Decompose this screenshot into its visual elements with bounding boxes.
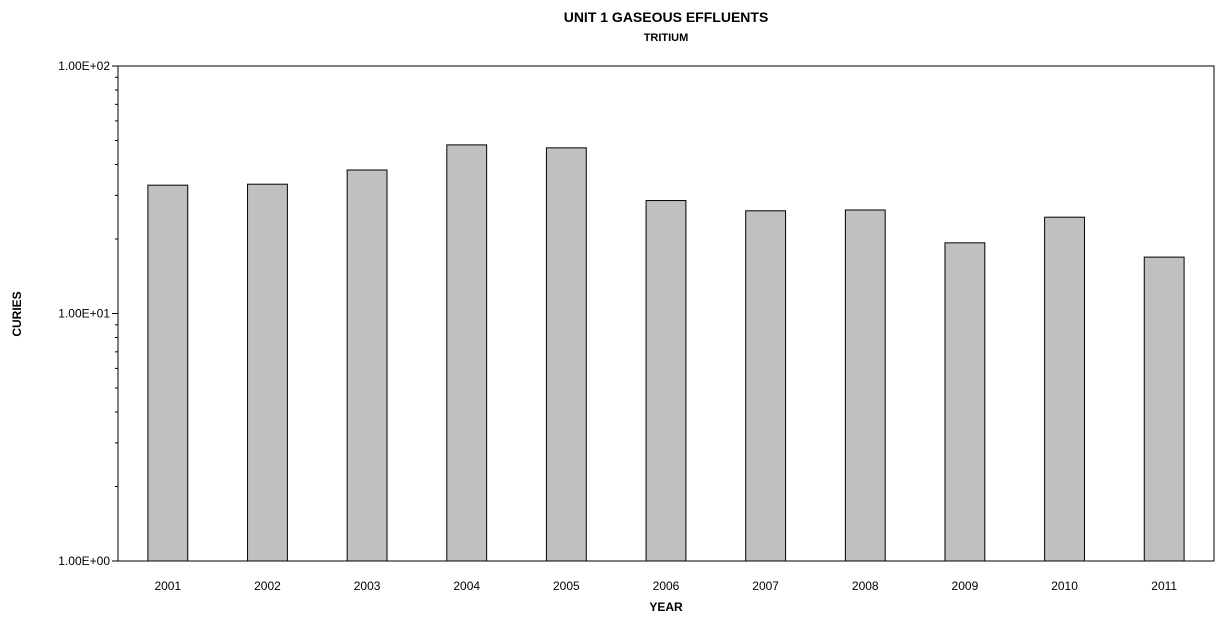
y-axis-label: CURIES: [10, 291, 24, 336]
bar-2005: [545, 147, 587, 562]
x-tick-label-2007: 2007: [752, 579, 779, 593]
x-axis-label: YEAR: [649, 600, 683, 614]
bar-2002: [247, 183, 288, 562]
bar-2007: [745, 210, 787, 562]
x-tick-label-2008: 2008: [852, 579, 879, 593]
chart-title: UNIT 1 GASEOUS EFFLUENTS: [564, 9, 769, 25]
y-tick-label: 1.00E+01: [58, 307, 110, 321]
bar-2003: [346, 169, 388, 562]
bar-2004: [446, 144, 488, 562]
bar-2001: [147, 184, 189, 562]
y-tick-label: 1.00E+02: [58, 59, 110, 73]
plot-area: 2001 2002 2003 2004 2005 2006 2007 2008 2009 2010…: [58, 59, 1215, 593]
bar-2008: [844, 209, 886, 562]
bar-2010: [1044, 216, 1085, 562]
bar-2009: [944, 242, 986, 562]
x-tick-label-2003: 2003: [354, 579, 381, 593]
x-tick-label-2001: 2001: [154, 579, 181, 593]
x-tick-label-2009: 2009: [952, 579, 979, 593]
x-tick-label-2011: 2011: [1151, 579, 1177, 593]
chart-subtitle: TRITIUM: [644, 32, 689, 44]
x-tick-label-2010: 2010: [1051, 579, 1078, 593]
x-tick-label-2004: 2004: [453, 579, 480, 593]
bar-2006: [645, 200, 687, 562]
bar-2011: [1143, 256, 1185, 562]
x-tick-label-2006: 2006: [653, 579, 680, 593]
x-tick-label-2005: 2005: [553, 579, 580, 593]
y-tick-label: 1.00E+00: [58, 554, 110, 568]
x-tick-label-2002: 2002: [254, 579, 281, 593]
